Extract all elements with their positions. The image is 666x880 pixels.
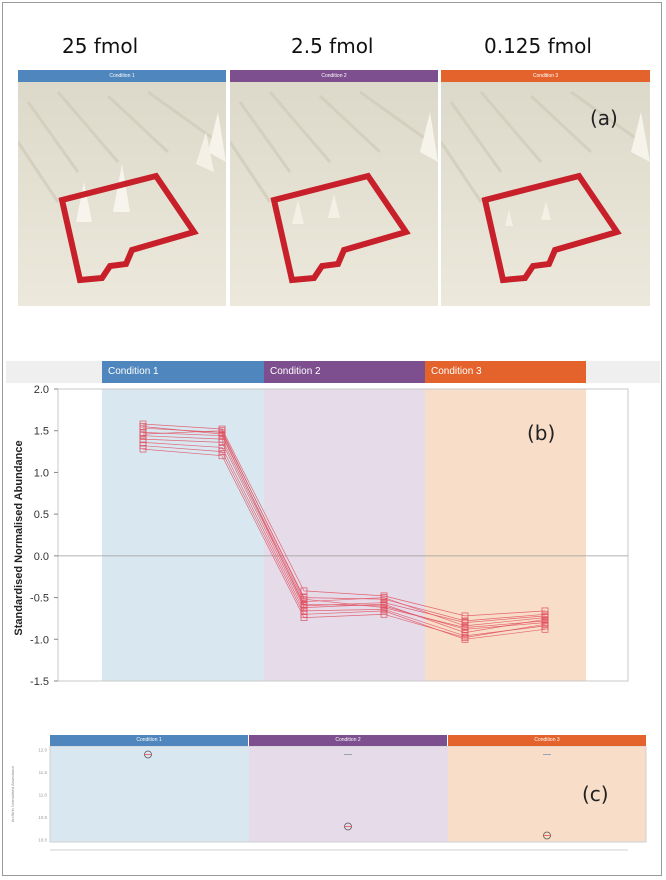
chart-c-condition-2: Condition 2 <box>249 735 447 746</box>
chart-b-series-line <box>142 427 546 622</box>
chart-b-condition-band <box>264 389 425 681</box>
chart-c-ytick-label: 12.0 <box>38 748 47 753</box>
chart-b-condition-2: Condition 2 <box>264 361 425 383</box>
chart-b-point <box>461 612 469 620</box>
amount-label-1: 25 fmol <box>62 34 139 58</box>
chart-c-ylabel: ArcSinh Normalised Abundance <box>10 765 15 822</box>
chart-b-point <box>300 602 308 610</box>
chart-b-ytick-label: 0.0 <box>34 551 49 563</box>
feature-outline <box>481 172 622 284</box>
chart-b-point <box>541 625 549 633</box>
chart-c-condition-3: Condition 3 <box>448 735 646 746</box>
chart-b-ytick-label: 1.0 <box>34 467 49 479</box>
chart-b: 2.0 1.5 1.0 0.5 0.0 -0.5 -1.0 -1.5 Standardised… <box>13 384 629 688</box>
amount-label-2: 2.5 fmol <box>291 34 374 58</box>
chart-b-point <box>218 439 226 446</box>
chart-c-condition-band <box>249 746 448 842</box>
chart-b-ytick-label: -0.5 <box>30 593 49 605</box>
chart-b-condition-1: Condition 1 <box>102 361 264 383</box>
chart-c-ytick-label: 10.5 <box>38 815 47 820</box>
chart-b-point <box>300 614 308 621</box>
chart-b-point <box>139 430 147 438</box>
chart-b-condition-band <box>102 389 264 681</box>
chart-b-point <box>139 445 147 453</box>
chart-c-ytick-label: 11.5 <box>39 770 48 775</box>
amount-label-3: 0.125 fmol <box>484 34 592 58</box>
feature-outline <box>270 172 411 284</box>
chart-b-plot-area <box>57 388 629 682</box>
chart-b-ytick-label: -1.5 <box>30 676 49 688</box>
panel-label-c: (c) <box>582 782 609 806</box>
chart-b-point <box>461 634 469 641</box>
chart-b-series-line <box>142 432 546 627</box>
chart-b-point <box>380 610 388 618</box>
chart-b-series-line <box>142 438 546 633</box>
peak-1 <box>328 194 340 218</box>
chart-b-point <box>380 604 388 611</box>
chart-b-series-line <box>142 442 546 637</box>
chart-c: 12.0 11.5 11.0 10.5 10.0 ArcSinh Normalised … <box>10 746 647 851</box>
chart-b-point <box>541 612 549 620</box>
feature-outline <box>58 172 199 284</box>
surface-panel-3 <box>441 82 650 306</box>
panel-a-title-1: Condition 1 <box>18 70 226 82</box>
chart-b-ytick-label: 2.0 <box>34 384 49 396</box>
chart-c-plot-area <box>49 746 647 843</box>
chart-b-point <box>541 617 549 625</box>
chart-c-condition-band <box>50 746 249 842</box>
chart-b-point <box>218 452 226 460</box>
panel-a-title-2: Condition 2 <box>230 70 438 82</box>
peak-2 <box>76 182 92 222</box>
chart-b-point <box>380 599 388 606</box>
chart-b-series-line <box>142 430 546 628</box>
chart-c-condition-band <box>448 746 646 842</box>
chart-b-point <box>218 444 226 451</box>
chart-c-ytick-label: 11.0 <box>39 793 48 798</box>
peak-2 <box>292 200 304 224</box>
chart-b-series-line <box>142 448 546 638</box>
chart-b-series-line <box>142 423 546 617</box>
chart-c-ytick-label: 10.0 <box>38 838 47 843</box>
chart-b-series-line <box>142 435 546 630</box>
panel-a-title-3: Condition 3 <box>441 70 650 82</box>
panel-label-b: (b) <box>527 421 556 445</box>
chart-b-point <box>380 594 388 601</box>
chart-b-ytick-label: 0.5 <box>34 509 49 521</box>
chart-c-condition-1: Condition 1 <box>50 735 248 746</box>
chart-b-point <box>218 448 226 455</box>
chart-b-point <box>300 595 308 603</box>
peak-1 <box>541 202 551 220</box>
peak-2 <box>505 210 513 226</box>
chart-b-ytick-label: 1.5 <box>34 426 49 438</box>
chart-b-series-line <box>142 445 546 640</box>
chart-b-ylabel: Standardised Normalised Abundance <box>13 440 25 635</box>
surface-panel-1 <box>18 82 226 306</box>
chart-b-ytick-label: -1.0 <box>30 634 49 646</box>
surface-panel-2 <box>230 82 438 306</box>
chart-b-point <box>461 619 469 626</box>
panel-label-a: (a) <box>590 106 618 130</box>
chart-b-point <box>139 423 147 430</box>
chart-b-condition-band <box>425 389 586 681</box>
peak-1 <box>113 164 130 212</box>
chart-b-series-line <box>142 426 546 623</box>
chart-b-point <box>218 427 226 435</box>
chart-b-point <box>461 624 469 631</box>
chart-b-condition-3: Condition 3 <box>425 361 586 383</box>
